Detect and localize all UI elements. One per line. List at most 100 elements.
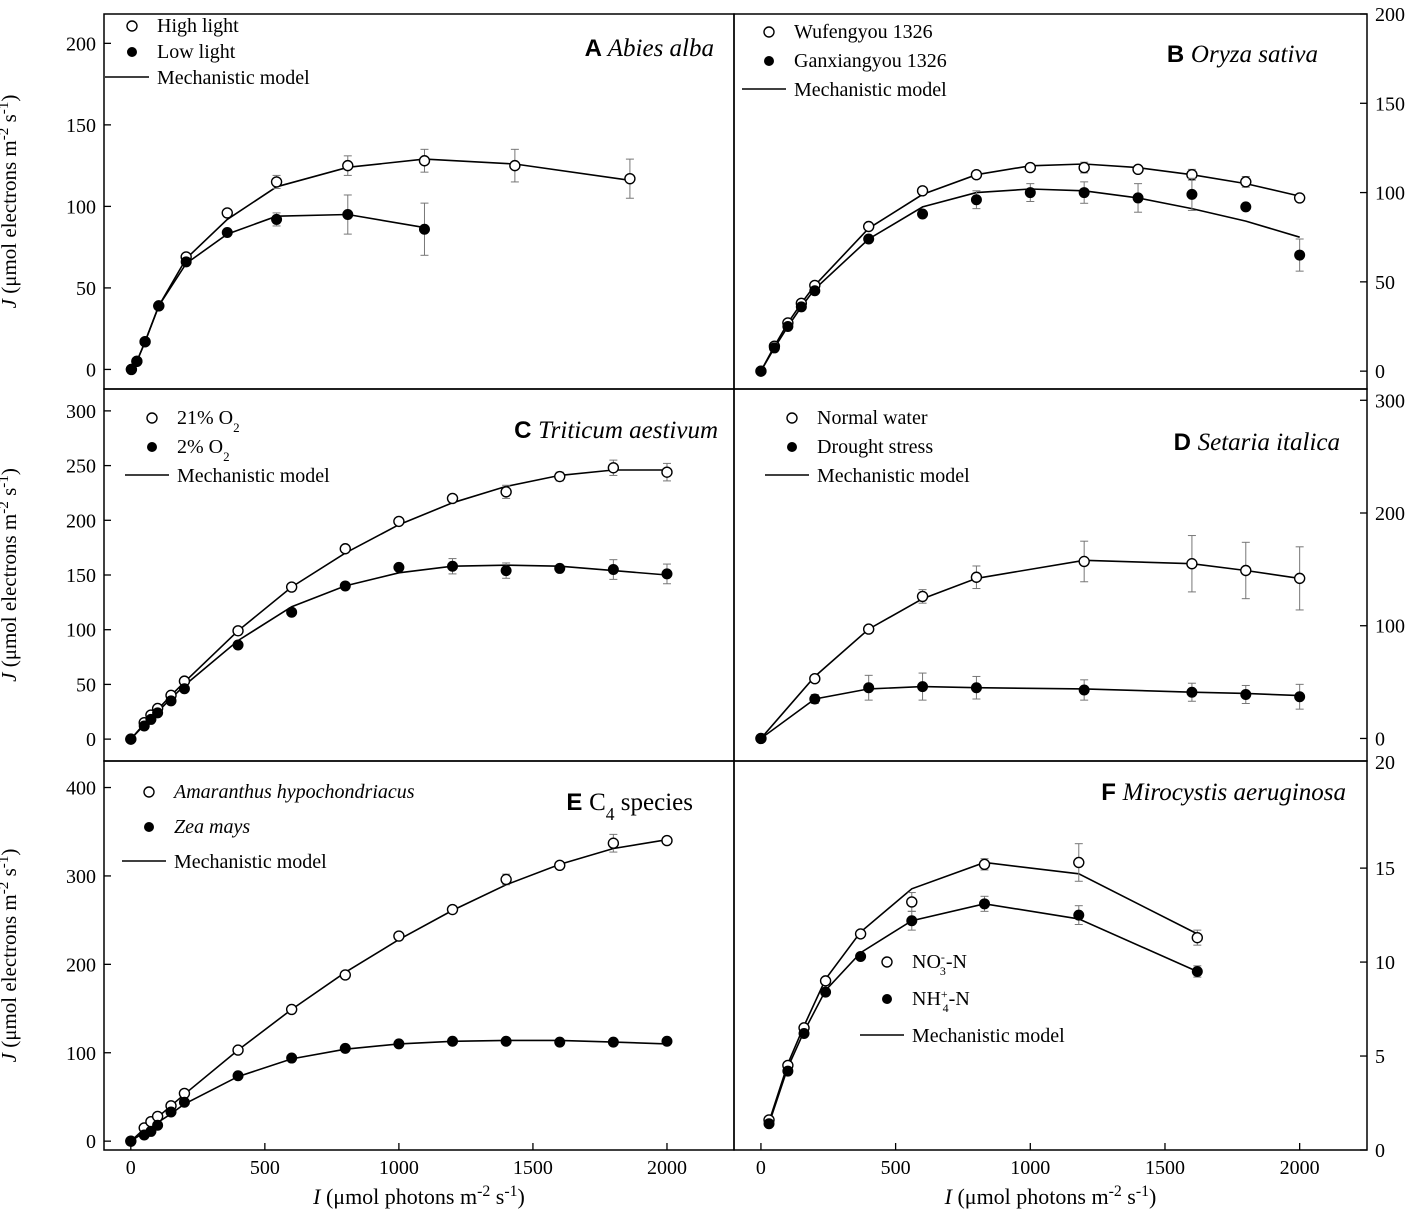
legend-label: Mechanistic model: [817, 465, 970, 487]
legend: NO-3-N NH+ 4-N Mechanistic model: [860, 950, 1065, 1047]
data-point-filled: [782, 321, 794, 332]
y-axis-label: J (μmol electrons m-2 s-1): [0, 468, 21, 682]
panel-title: C Triticum aestivum: [514, 417, 718, 444]
panel-f: 0 5 10 15 0 500 1000 1500 2000 I (μmol photons m-…: [733, 760, 1395, 1209]
data-point-open: [916, 590, 929, 603]
data-point-filled: [798, 1027, 810, 1039]
data-point-filled: [125, 733, 137, 745]
legend: Wufengyou 1326 Ganxiangyou 1326 Mechanisti…: [742, 21, 947, 101]
data-point-open: [1132, 163, 1144, 176]
y-tick-label: 200: [66, 510, 96, 532]
legend-label: 2% O2: [177, 436, 230, 464]
data-point-filled: [178, 683, 190, 695]
y-tick-label: 50: [76, 674, 96, 696]
data-point-open: [1293, 572, 1306, 585]
data-point-filled: [917, 681, 929, 693]
x-tick-label: 2000: [1280, 1157, 1320, 1179]
data-point-filled: [138, 720, 150, 732]
data-point-open: [1073, 856, 1085, 869]
data-point-filled: [820, 986, 832, 998]
data-point-filled: [917, 208, 929, 220]
legend-label: Mechanistic model: [177, 465, 330, 487]
legend-label: Mechanistic model: [794, 79, 947, 101]
data-point-open: [342, 159, 354, 172]
series-ganxiangyou-1326: [755, 177, 1306, 377]
y-tick-label: 20: [1375, 752, 1395, 774]
data-point-filled: [339, 580, 351, 592]
legend-label: Low light: [157, 41, 236, 63]
panel-title: D Setaria italica: [1174, 429, 1340, 456]
data-point-open: [819, 975, 832, 987]
data-point-open: [916, 185, 929, 197]
panel-a: 0 50 100 150 200 J (μmol electrons m-2 s-1) A …: [0, 13, 735, 390]
y-tick-label: 200: [1375, 4, 1405, 26]
x-tick-label: 0: [756, 1157, 766, 1179]
x-axis-label: I (μmol photons m-2 s-1): [312, 1183, 525, 1210]
data-point-filled: [1073, 909, 1085, 921]
series-2-o2: [125, 558, 673, 745]
data-point-filled: [1078, 684, 1090, 696]
y-tick-label: 0: [1375, 361, 1385, 383]
data-point-open: [661, 466, 673, 478]
x-tick-label: 1000: [379, 1157, 419, 1179]
data-point-open: [232, 625, 244, 637]
data-point-filled: [863, 233, 875, 245]
y-tick-label: 5: [1375, 1046, 1385, 1068]
data-point-open: [285, 1003, 298, 1016]
panel-title: F Mirocystis aeruginosa: [1101, 779, 1346, 806]
data-point-filled: [970, 682, 982, 694]
data-point-open: [1191, 931, 1204, 944]
data-point-filled: [782, 1065, 794, 1077]
panel-d: 0 100 200 300 20 D Setaria italica Normal wate…: [733, 388, 1405, 774]
legend-label: Mechanistic model: [174, 851, 327, 873]
data-point-open: [270, 176, 283, 188]
y-tick-label: 250: [66, 456, 96, 478]
y-tick-label: 100: [1375, 183, 1405, 205]
y-tick-label: 400: [66, 778, 96, 800]
data-point-open: [661, 834, 673, 847]
legend-marker-open: [143, 786, 155, 798]
data-point-filled: [1191, 965, 1203, 977]
legend-label: Ganxiangyou 1326: [794, 50, 947, 72]
data-point-filled: [1186, 188, 1198, 200]
panel-title: E C4 species: [566, 789, 693, 824]
data-point-open: [554, 859, 566, 872]
legend-label: 21% O2: [177, 407, 240, 435]
data-point-filled: [178, 1096, 190, 1108]
legend-label: High light: [157, 15, 239, 37]
series-drought-stress: [755, 672, 1306, 744]
data-point-filled: [554, 562, 566, 574]
data-point-open: [1240, 176, 1252, 188]
data-point-filled: [393, 561, 405, 573]
data-point-open: [554, 470, 566, 483]
data-point-filled: [1186, 686, 1198, 698]
x-tick-label: 500: [881, 1157, 911, 1179]
x-tick-label: 1500: [513, 1157, 553, 1179]
y-tick-label: 200: [66, 33, 96, 55]
data-point-open: [607, 837, 620, 849]
data-point-filled: [145, 1125, 157, 1137]
data-point-filled: [979, 898, 991, 910]
y-tick-label: 150: [66, 565, 96, 587]
y-tick-label: 0: [86, 359, 96, 381]
y-tick-label: 300: [66, 401, 96, 423]
data-point-open: [339, 543, 351, 555]
legend-marker-open: [126, 20, 138, 32]
data-point-filled: [1294, 691, 1306, 703]
data-point-open: [393, 515, 405, 528]
data-point-filled: [232, 639, 244, 651]
y-tick-label: 0: [86, 729, 96, 751]
data-point-open: [970, 571, 983, 583]
x-tick-label: 1000: [1010, 1157, 1050, 1179]
data-point-open: [970, 169, 983, 181]
data-point-filled: [661, 1035, 673, 1047]
data-point-filled: [863, 682, 875, 694]
y-tick-label: 100: [66, 620, 96, 642]
data-point-open: [1078, 555, 1090, 568]
panel-title: A Abies alba: [585, 35, 714, 62]
data-point-open: [418, 155, 431, 167]
data-point-open: [1024, 161, 1036, 174]
data-point-open: [1186, 558, 1198, 570]
data-point-filled: [418, 223, 430, 235]
